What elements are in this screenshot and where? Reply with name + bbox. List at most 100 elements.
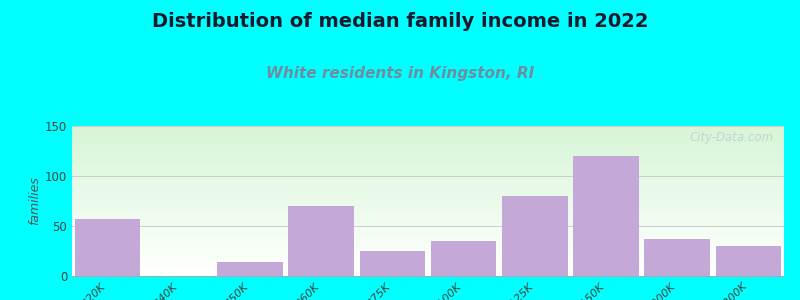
Bar: [72, 187, 784, 188]
Bar: [72, 233, 784, 234]
Bar: [72, 141, 784, 142]
Bar: [72, 168, 784, 169]
Text: City-Data.com: City-Data.com: [689, 130, 774, 143]
Bar: [72, 208, 784, 209]
Bar: [72, 134, 784, 135]
Bar: [72, 260, 784, 261]
Bar: [72, 256, 784, 257]
Bar: [72, 270, 784, 271]
Bar: [72, 127, 784, 128]
Bar: [72, 203, 784, 204]
Bar: [72, 192, 784, 193]
Bar: [72, 202, 784, 203]
Bar: [72, 144, 784, 145]
Bar: [72, 186, 784, 187]
Bar: [72, 180, 784, 181]
Bar: [72, 232, 784, 233]
Bar: [716, 246, 781, 276]
Bar: [72, 204, 784, 205]
Bar: [72, 200, 784, 201]
Bar: [72, 214, 784, 215]
Bar: [72, 272, 784, 273]
Bar: [72, 184, 784, 185]
Bar: [72, 139, 784, 140]
Y-axis label: families: families: [28, 177, 41, 225]
Bar: [72, 237, 784, 238]
Bar: [72, 248, 784, 249]
Bar: [72, 243, 784, 244]
Bar: [72, 210, 784, 211]
Bar: [72, 212, 784, 213]
Bar: [72, 154, 784, 155]
Bar: [72, 150, 784, 151]
Bar: [72, 269, 784, 270]
Bar: [72, 162, 784, 163]
Bar: [72, 182, 784, 183]
Bar: [72, 228, 784, 229]
Bar: [218, 262, 282, 276]
Bar: [72, 179, 784, 180]
Bar: [72, 146, 784, 147]
Bar: [72, 215, 784, 216]
Bar: [72, 244, 784, 245]
Bar: [72, 128, 784, 129]
Bar: [72, 252, 784, 253]
Bar: [72, 152, 784, 153]
Bar: [72, 226, 784, 227]
Bar: [72, 160, 784, 161]
Bar: [72, 261, 784, 262]
Bar: [72, 234, 784, 235]
Bar: [72, 153, 784, 154]
Bar: [72, 254, 784, 255]
Bar: [72, 140, 784, 141]
Bar: [72, 263, 784, 264]
Bar: [72, 165, 784, 166]
Bar: [72, 217, 784, 218]
Bar: [72, 196, 784, 197]
Bar: [72, 227, 784, 228]
Bar: [72, 133, 784, 134]
Bar: [72, 242, 784, 243]
Bar: [72, 231, 784, 232]
Bar: [72, 268, 784, 269]
Bar: [72, 249, 784, 250]
Bar: [72, 230, 784, 231]
Bar: [72, 151, 784, 152]
Bar: [72, 259, 784, 260]
Bar: [72, 130, 784, 131]
Bar: [72, 189, 784, 190]
Bar: [72, 191, 784, 192]
Bar: [72, 163, 784, 164]
Bar: [72, 235, 784, 236]
Bar: [72, 194, 784, 195]
Bar: [72, 197, 784, 198]
Bar: [72, 257, 784, 258]
Bar: [72, 209, 784, 210]
Bar: [72, 220, 784, 221]
Bar: [72, 136, 784, 137]
Bar: [72, 213, 784, 214]
Bar: [72, 236, 784, 237]
Bar: [72, 207, 784, 208]
Bar: [72, 129, 784, 130]
Text: Distribution of median family income in 2022: Distribution of median family income in …: [152, 12, 648, 31]
Bar: [72, 275, 784, 276]
Bar: [72, 195, 784, 196]
Bar: [72, 158, 784, 159]
Bar: [72, 250, 784, 251]
Bar: [72, 155, 784, 156]
Bar: [72, 173, 784, 174]
Bar: [72, 238, 784, 239]
Bar: [72, 188, 784, 189]
Bar: [72, 132, 784, 133]
Bar: [72, 178, 784, 179]
Bar: [72, 176, 784, 177]
Bar: [72, 177, 784, 178]
Bar: [72, 199, 784, 200]
Bar: [289, 206, 354, 276]
Bar: [502, 196, 567, 276]
Bar: [72, 157, 784, 158]
Bar: [72, 135, 784, 136]
Bar: [72, 143, 784, 144]
Bar: [72, 138, 784, 139]
